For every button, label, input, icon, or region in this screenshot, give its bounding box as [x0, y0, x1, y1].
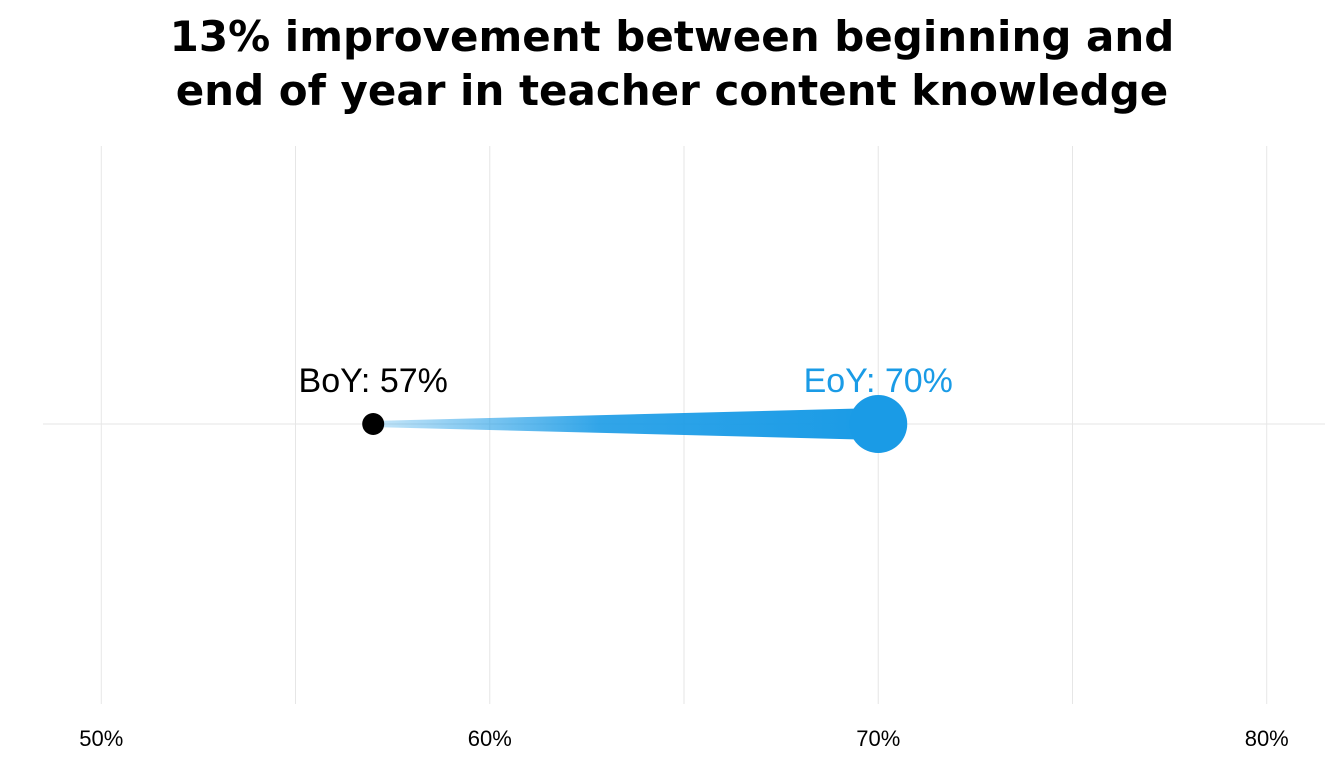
x-tick-label: 80%: [1245, 726, 1289, 751]
eoy-point: [849, 395, 908, 453]
dumbbell-connector: [373, 408, 879, 440]
x-tick-label: 60%: [468, 726, 512, 751]
x-tick-label: 50%: [79, 726, 123, 751]
boy-label: BoY: 57%: [299, 362, 448, 400]
chart-title-line-1: 13% improvement between beginning and: [169, 12, 1175, 61]
x-tick-label: 70%: [856, 726, 900, 751]
chart-title: 13% improvement between beginning and en…: [0, 10, 1344, 118]
eoy-label: EoY: 70%: [804, 362, 953, 400]
boy-point: [362, 413, 385, 435]
chart-title-line-2: end of year in teacher content knowledge: [175, 66, 1169, 115]
